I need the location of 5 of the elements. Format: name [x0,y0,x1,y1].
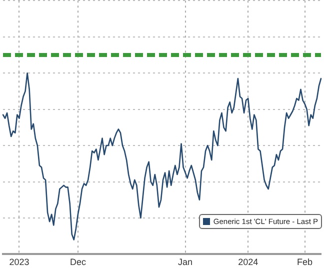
x-tick-label: 2024 [238,257,258,268]
x-tick-label: Jan [178,257,193,268]
x-tick-label: Feb [297,257,313,268]
x-tick-label: Dec [70,257,86,268]
x-tick-label: 2023 [9,257,30,268]
